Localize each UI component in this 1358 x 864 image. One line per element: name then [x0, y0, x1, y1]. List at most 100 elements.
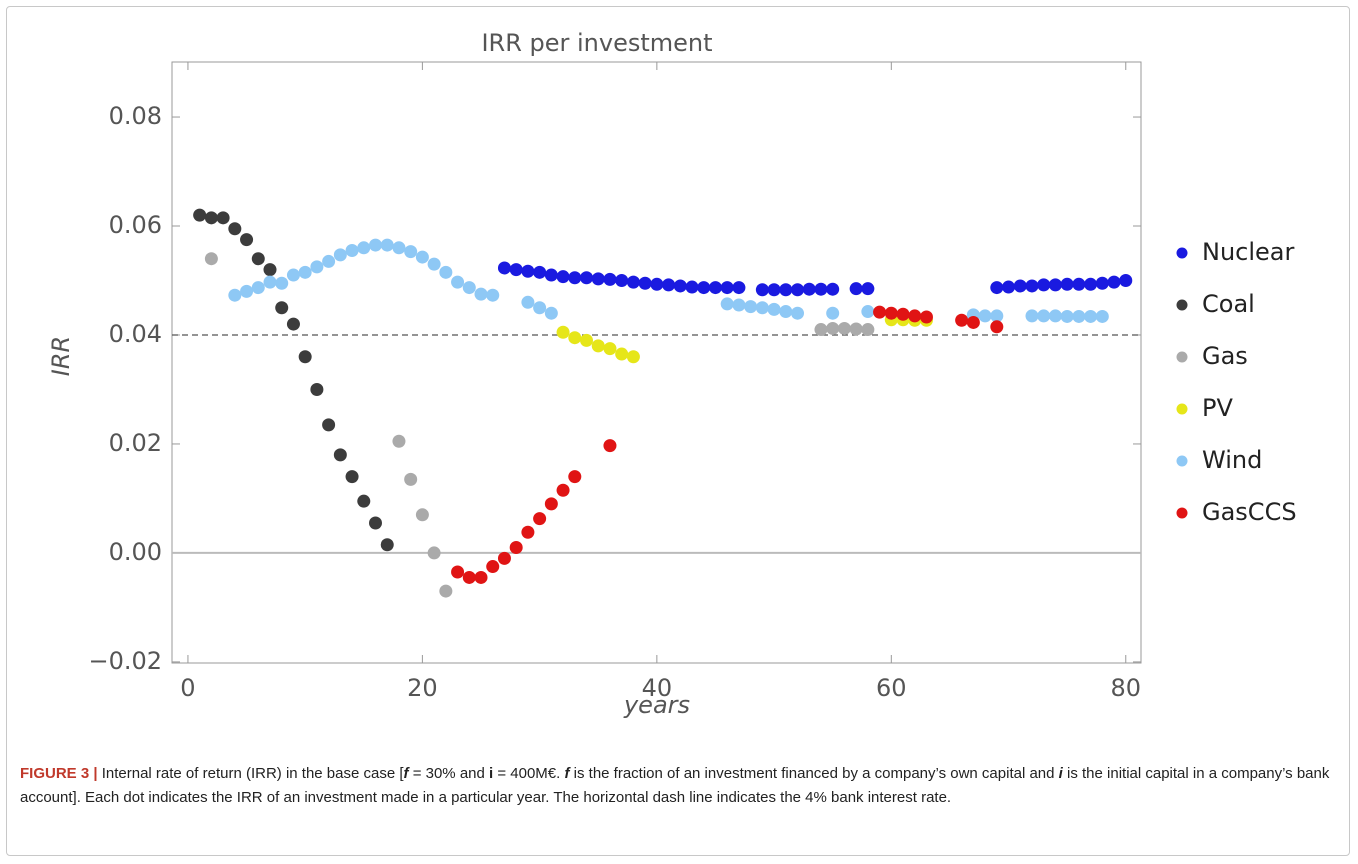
scatter-point	[978, 309, 992, 323]
caption-text: is the initial capital in a company’s ba…	[20, 765, 1334, 806]
legend-label: Wind	[1202, 446, 1262, 474]
y-tick-label: 0.04	[109, 320, 162, 348]
scatter-point	[333, 448, 347, 462]
scatter-point	[497, 261, 511, 275]
scatter-point	[568, 470, 582, 484]
scatter-point	[826, 282, 840, 296]
scatter-point	[462, 281, 476, 295]
scatter-point	[626, 275, 640, 289]
scatter-point	[1095, 276, 1109, 290]
scatter-point	[603, 272, 617, 286]
scatter-point	[486, 560, 500, 574]
legend-marker	[1176, 247, 1188, 259]
scatter-point	[392, 241, 406, 255]
scatter-point	[251, 252, 265, 266]
scatter-point	[1048, 278, 1062, 292]
scatter-point	[275, 276, 289, 290]
scatter-point	[286, 268, 300, 282]
scatter-point	[415, 250, 429, 264]
scatter-point	[204, 211, 218, 225]
legend-marker	[1176, 299, 1188, 311]
scatter-point	[638, 276, 652, 290]
scatter-point	[1025, 279, 1039, 293]
scatter-point	[826, 321, 840, 335]
caption-text: FIGURE 3 |	[20, 765, 98, 782]
scatter-point	[861, 323, 875, 337]
scatter-point	[216, 211, 230, 225]
scatter-point	[298, 265, 312, 279]
scatter-point	[779, 305, 793, 319]
caption-text: = 30% and	[408, 765, 490, 782]
scatter-point	[509, 540, 523, 554]
scatter-point	[861, 305, 875, 319]
y-axis-label: IRR	[47, 336, 75, 376]
scatter-point	[497, 551, 511, 565]
scatter-point	[228, 288, 242, 302]
scatter-point	[755, 301, 769, 315]
figure-caption: FIGURE 3 | Internal rate of return (IRR)…	[20, 762, 1338, 810]
scatter-point	[1084, 309, 1098, 323]
scatter-point	[791, 306, 805, 320]
chart-title: IRR per investment	[481, 29, 712, 57]
scatter-point	[310, 260, 324, 274]
scatter-point	[263, 275, 277, 289]
scatter-point	[451, 565, 465, 579]
scatter-point	[322, 254, 336, 268]
scatter-point	[1002, 280, 1016, 294]
scatter-point	[615, 347, 629, 361]
y-tick-label: 0.02	[109, 429, 162, 457]
scatter-point	[451, 275, 465, 289]
scatter-point	[873, 305, 887, 319]
x-tick-label: 60	[876, 674, 907, 702]
scatter-point	[474, 287, 488, 301]
scatter-point	[919, 310, 933, 324]
scatter-point	[990, 309, 1004, 323]
scatter-point	[369, 516, 383, 530]
scatter-point	[345, 470, 359, 484]
scatter-point	[427, 546, 441, 560]
y-tick-label: 0.08	[109, 102, 162, 130]
scatter-point	[908, 309, 922, 323]
scatter-point	[380, 538, 394, 552]
figure-frame	[6, 6, 1350, 856]
scatter-point	[1048, 309, 1062, 323]
scatter-point	[240, 233, 254, 247]
scatter-point	[591, 272, 605, 286]
scatter-point	[521, 264, 535, 278]
caption-text: is the fraction of an investment finance…	[569, 765, 1059, 782]
scatter-point	[486, 288, 500, 302]
scatter-point	[544, 268, 558, 282]
scatter-point	[322, 418, 336, 432]
scatter-point	[521, 295, 535, 309]
legend-marker	[1176, 351, 1188, 363]
y-tick-label: −0.02	[88, 647, 162, 675]
scatter-point	[1060, 309, 1074, 323]
scatter-point	[580, 333, 594, 347]
scatter-point	[533, 301, 547, 315]
legend-label: GasCCS	[1202, 498, 1297, 526]
scatter-point	[286, 317, 300, 331]
scatter-point	[849, 322, 863, 336]
scatter-point	[814, 282, 828, 296]
scatter-point	[556, 325, 570, 339]
scatter-point	[1084, 277, 1098, 291]
scatter-point	[544, 306, 558, 320]
scatter-point	[1037, 278, 1051, 292]
scatter-point	[896, 307, 910, 321]
scatter-point	[814, 323, 828, 337]
scatter-point	[369, 238, 383, 252]
caption-text: f	[564, 765, 570, 782]
scatter-point	[966, 315, 980, 329]
scatter-point	[1060, 277, 1074, 291]
scatter-point	[521, 525, 535, 539]
scatter-point	[474, 570, 488, 584]
scatter-point	[1037, 309, 1051, 323]
scatter-point	[193, 208, 207, 222]
scatter-point	[415, 508, 429, 522]
scatter-point	[990, 320, 1004, 334]
scatter-point	[333, 248, 347, 262]
caption-text: = 400M€.	[493, 765, 565, 782]
legend-label: Coal	[1202, 290, 1255, 318]
scatter-point	[791, 283, 805, 297]
